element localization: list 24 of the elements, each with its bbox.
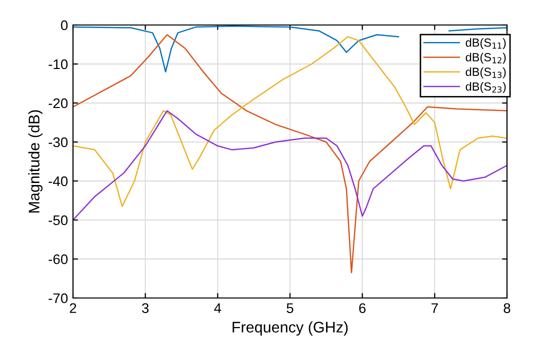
y-tick-label: -40: [48, 176, 68, 186]
legend-label: dB(S$_{11}$): [466, 38, 506, 50]
x-axis-title: Frequency (GHz): [232, 321, 348, 336]
y-tick-label: -60: [48, 254, 68, 264]
y-tick-label: -50: [48, 215, 68, 226]
x-tick-label: 7: [432, 303, 438, 313]
y-tick-label: -30: [48, 137, 68, 148]
line-series: [73, 110, 507, 221]
x-tick-label: 5: [286, 303, 294, 314]
x-tick-label: 3: [142, 303, 149, 314]
x-tick-label: 6: [359, 303, 366, 314]
legend-label: dB(S$_{13}$): [466, 67, 506, 78]
line-series: [73, 36, 507, 207]
y-tick-label: -20: [48, 98, 68, 108]
x-tick-label: 2: [70, 303, 76, 313]
line-series: [73, 34, 507, 274]
legend-label: dB(S$_{23}$): [466, 82, 506, 94]
x-tick-label: 4: [214, 303, 222, 313]
y-tick-label: -10: [48, 59, 68, 70]
x-tick-label: 8: [504, 303, 510, 314]
y-tick-label: -70: [48, 293, 68, 304]
y-axis-title: Magnitude (dB): [28, 110, 43, 212]
y-tick-label: 0: [60, 20, 68, 30]
legend-label: dB(S$_{12}$): [466, 52, 506, 64]
